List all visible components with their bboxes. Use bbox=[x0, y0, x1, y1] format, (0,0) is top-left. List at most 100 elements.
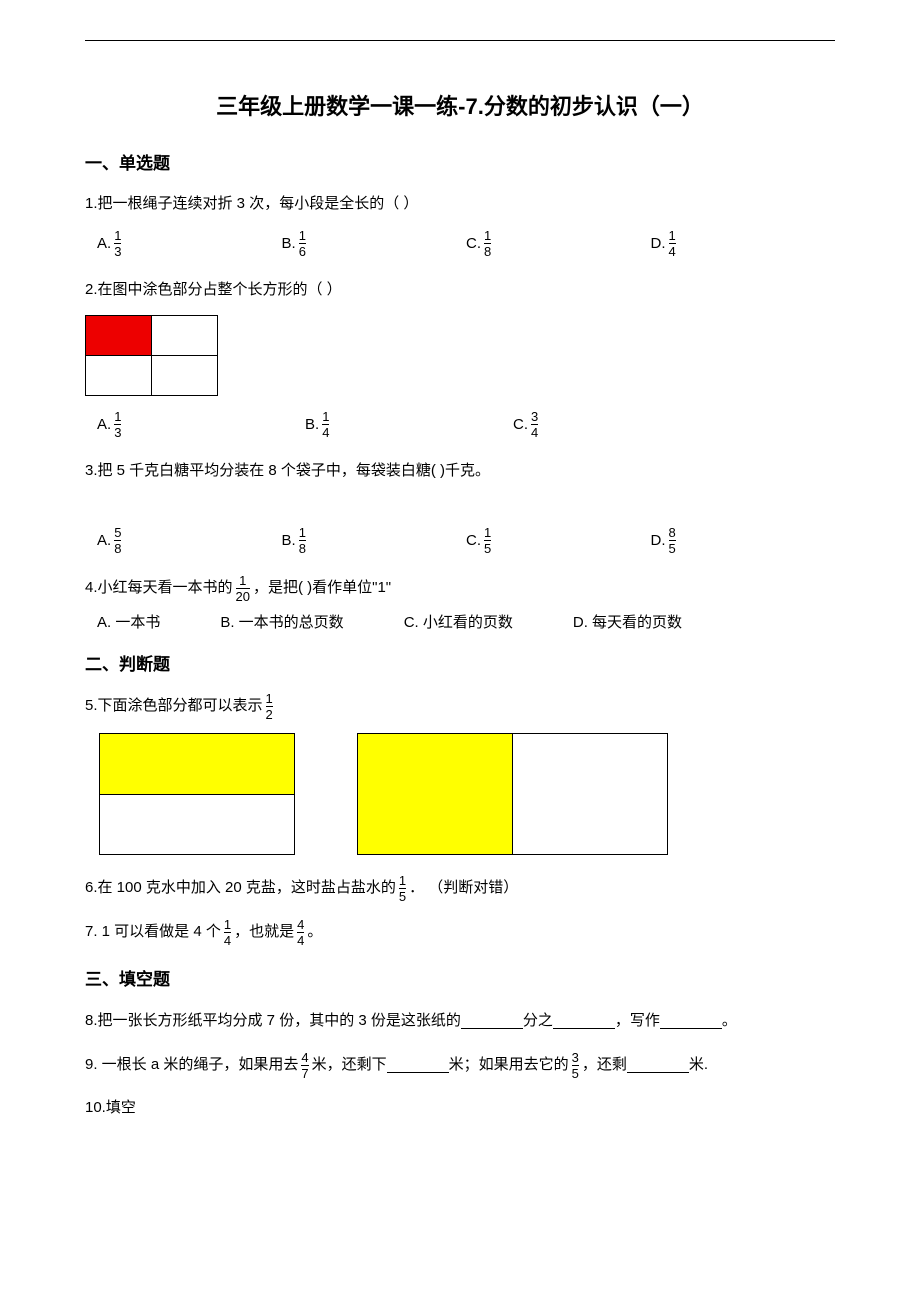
q2-label-a: A. bbox=[97, 416, 111, 433]
section-3-header: 三、填空题 bbox=[85, 965, 835, 990]
q1-options: A. 13 B. 16 C. 18 D. 14 bbox=[97, 229, 835, 258]
question-1: 1.把一根绳子连续对折 3 次，每小段是全长的（ ） A. 13 B. 16 C… bbox=[85, 190, 835, 258]
q2-label-c: C. bbox=[513, 416, 528, 433]
q1-label-a: A. bbox=[97, 235, 111, 252]
q3-text: 3.把 5 千克白糖平均分装在 8 个袋子中，每袋装白糖( )千克。 bbox=[85, 457, 835, 484]
spacer bbox=[85, 496, 835, 518]
q2-text: 2.在图中涂色部分占整个长方形的（ ） bbox=[85, 276, 835, 303]
q4-row: 4.小红每天看一本书的 120 ，是把( )看作单位"1" bbox=[85, 573, 835, 603]
question-9: 9. 一根长 a 米的绳子，如果用去 47 米，还剩下 米；如果用去它的 35 … bbox=[85, 1050, 835, 1080]
q7-text-b: ，也就是 bbox=[234, 917, 294, 947]
q5-cell bbox=[100, 794, 295, 855]
q1-option-c: C. 18 bbox=[466, 229, 643, 258]
q8-text-c: ，写作 bbox=[615, 1006, 660, 1036]
q6-row: 6.在 100 克水中加入 20 克盐，这时盐占盐水的 15 ． （判断对错） bbox=[85, 873, 835, 903]
question-2: 2.在图中涂色部分占整个长方形的（ ） A. 13 B. 14 C. 34 bbox=[85, 276, 835, 439]
q7-text-c: 。 bbox=[307, 917, 322, 947]
q4-option-c: C. 小红看的页数 bbox=[404, 611, 513, 632]
page-container: 三年级上册数学一课一练-7.分数的初步认识（一） 一、单选题 1.把一根绳子连续… bbox=[0, 0, 920, 1165]
q3-frac-b: 18 bbox=[299, 526, 306, 555]
q4-frac: 120 bbox=[236, 574, 250, 603]
q2-option-b: B. 14 bbox=[305, 410, 505, 439]
q5-cell-filled bbox=[358, 734, 513, 855]
q3-label-a: A. bbox=[97, 532, 111, 549]
q1-frac-a: 13 bbox=[114, 229, 121, 258]
header-rule bbox=[85, 40, 835, 41]
q2-frac-a: 13 bbox=[114, 410, 121, 439]
q1-frac-c: 18 bbox=[484, 229, 491, 258]
q1-option-d: D. 14 bbox=[651, 229, 828, 258]
q2-label-b: B. bbox=[305, 416, 319, 433]
q8-text-a: 8.把一张长方形纸平均分成 7 份，其中的 3 份是这张纸的 bbox=[85, 1006, 461, 1036]
q4-option-d: D. 每天看的页数 bbox=[573, 611, 682, 632]
section-1-header: 一、单选题 bbox=[85, 149, 835, 174]
q4-option-a: A. 一本书 bbox=[97, 611, 160, 632]
q9-frac-b: 35 bbox=[572, 1051, 579, 1080]
question-7: 7. 1 可以看做是 4 个 14 ，也就是 44 。 bbox=[85, 917, 835, 947]
q6-text-a: 6.在 100 克水中加入 20 克盐，这时盐占盐水的 bbox=[85, 873, 396, 903]
q5-frac: 12 bbox=[266, 692, 273, 721]
q1-option-b: B. 16 bbox=[282, 229, 459, 258]
q3-option-a: A. 58 bbox=[97, 526, 274, 555]
question-8: 8.把一张长方形纸平均分成 7 份，其中的 3 份是这张纸的 分之 ，写作 。 bbox=[85, 1006, 835, 1036]
q9-blank-1[interactable] bbox=[387, 1058, 449, 1073]
q2-frac-b: 14 bbox=[322, 410, 329, 439]
q9-text-e: 米. bbox=[689, 1050, 708, 1080]
q5-fig-left bbox=[99, 733, 295, 855]
q6-text-b: ． （判断对错） bbox=[409, 873, 518, 903]
q6-frac: 15 bbox=[399, 874, 406, 903]
q5-figures bbox=[99, 733, 835, 855]
q2-cell bbox=[86, 356, 152, 396]
q3-label-d: D. bbox=[651, 532, 666, 549]
q1-label-c: C. bbox=[466, 235, 481, 252]
q8-blank-2[interactable] bbox=[553, 1014, 615, 1029]
q8-blank-1[interactable] bbox=[461, 1014, 523, 1029]
q5-row: 5.下面涂色部分都可以表示 12 bbox=[85, 691, 835, 721]
q10-text: 10.填空 bbox=[85, 1094, 835, 1121]
q2-options: A. 13 B. 14 C. 34 bbox=[97, 410, 835, 439]
q2-cell bbox=[152, 356, 218, 396]
q3-option-c: C. 15 bbox=[466, 526, 643, 555]
q9-frac-a: 47 bbox=[301, 1051, 308, 1080]
question-10: 10.填空 bbox=[85, 1094, 835, 1121]
q1-option-a: A. 13 bbox=[97, 229, 274, 258]
q8-blank-3[interactable] bbox=[660, 1014, 722, 1029]
question-4: 4.小红每天看一本书的 120 ，是把( )看作单位"1" A. 一本书 B. … bbox=[85, 573, 835, 632]
question-6: 6.在 100 克水中加入 20 克盐，这时盐占盐水的 15 ． （判断对错） bbox=[85, 873, 835, 903]
q2-cell-filled bbox=[86, 316, 152, 356]
q3-frac-c: 15 bbox=[484, 526, 491, 555]
q3-label-b: B. bbox=[282, 532, 296, 549]
q3-label-c: C. bbox=[466, 532, 481, 549]
q9-text-a: 9. 一根长 a 米的绳子，如果用去 bbox=[85, 1050, 298, 1080]
q1-frac-b: 16 bbox=[299, 229, 306, 258]
q3-frac-d: 85 bbox=[669, 526, 676, 555]
q7-row: 7. 1 可以看做是 4 个 14 ，也就是 44 。 bbox=[85, 917, 835, 947]
q5-text-a: 5.下面涂色部分都可以表示 bbox=[85, 691, 263, 721]
q9-text-b: 米，还剩下 bbox=[312, 1050, 387, 1080]
q7-frac-a: 14 bbox=[224, 918, 231, 947]
q1-frac-d: 14 bbox=[669, 229, 676, 258]
page-title: 三年级上册数学一课一练-7.分数的初步认识（一） bbox=[85, 89, 835, 121]
q9-text-c: 米；如果用去它的 bbox=[449, 1050, 569, 1080]
q5-cell-filled bbox=[100, 734, 295, 795]
q9-blank-2[interactable] bbox=[627, 1058, 689, 1073]
q5-cell bbox=[513, 734, 668, 855]
section-2-header: 二、判断题 bbox=[85, 650, 835, 675]
q1-label-d: D. bbox=[651, 235, 666, 252]
q1-label-b: B. bbox=[282, 235, 296, 252]
q3-frac-a: 58 bbox=[114, 526, 121, 555]
q4-option-b: B. 一本书的总页数 bbox=[220, 611, 343, 632]
q9-row: 9. 一根长 a 米的绳子，如果用去 47 米，还剩下 米；如果用去它的 35 … bbox=[85, 1050, 835, 1080]
q2-figure bbox=[85, 315, 218, 396]
q7-frac-b: 44 bbox=[297, 918, 304, 947]
q2-frac-c: 34 bbox=[531, 410, 538, 439]
q4-options: A. 一本书 B. 一本书的总页数 C. 小红看的页数 D. 每天看的页数 bbox=[97, 611, 835, 632]
q2-cell bbox=[152, 316, 218, 356]
q9-text-d: ，还剩 bbox=[582, 1050, 627, 1080]
q3-option-b: B. 18 bbox=[282, 526, 459, 555]
q4-text-b: ，是把( )看作单位"1" bbox=[253, 573, 391, 603]
q8-text-d: 。 bbox=[722, 1006, 737, 1036]
q8-text-b: 分之 bbox=[523, 1006, 553, 1036]
q2-option-a: A. 13 bbox=[97, 410, 297, 439]
question-5: 5.下面涂色部分都可以表示 12 bbox=[85, 691, 835, 855]
